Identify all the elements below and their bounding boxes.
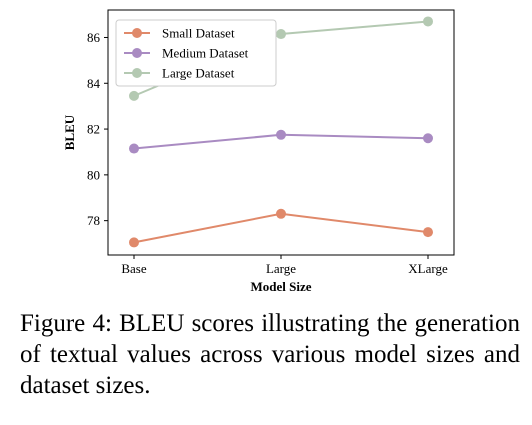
figure-caption: Figure 4: BLEU scores illustrating the g… [20,310,520,399]
legend-label: Small Dataset [162,26,235,41]
x-axis-title: Model Size [250,279,311,294]
x-axis-ticks: Base Large XLarge [121,255,448,276]
y-tick-label: 84 [87,76,101,91]
legend-swatch-marker [132,48,142,58]
legend-item: Large Dataset [124,66,235,81]
data-point [276,208,286,219]
y-axis-title: BLEU [62,114,77,150]
y-axis-ticks: 78 80 82 84 86 [87,30,108,228]
x-tick-label: Large [266,261,296,276]
data-point [276,29,286,40]
data-point [129,237,139,248]
data-point [423,133,433,144]
y-tick-label: 86 [87,30,101,45]
data-point [129,90,139,101]
legend-swatch-marker [132,68,142,78]
data-point [423,227,433,238]
y-tick-label: 82 [87,122,100,137]
x-tick-label: Base [121,261,147,276]
legend-box [115,19,277,87]
y-tick-label: 78 [87,213,100,228]
legend-label: Large Dataset [162,66,235,81]
legend-item: Small Dataset [124,26,235,41]
line-chart: 78 80 82 84 86 Base Large XLarge Model Size BL… [62,9,455,294]
x-tick-label: XLarge [408,261,448,276]
series-medium-dataset [129,129,433,154]
legend-label: Medium Dataset [162,46,249,61]
data-point [129,143,139,154]
chart-svg: 78 80 82 84 86 Base Large XLarge Model Size BL… [62,9,455,294]
legend-item: Medium Dataset [124,46,249,61]
legend-swatch-marker [132,28,142,38]
series-small-dataset [129,208,433,248]
y-tick-label: 80 [87,167,100,182]
data-point [423,16,433,27]
data-point [276,129,286,140]
legend: Small Dataset Medium Dataset Large Dataset [115,19,277,87]
